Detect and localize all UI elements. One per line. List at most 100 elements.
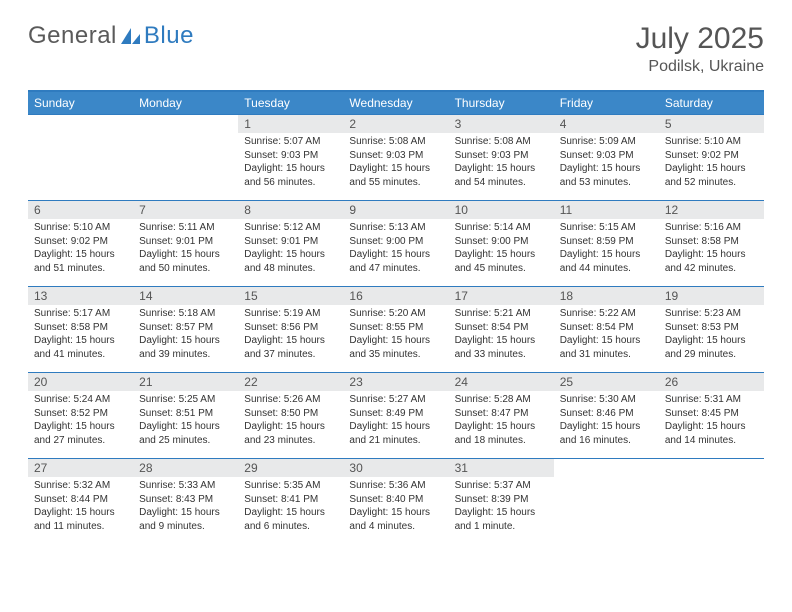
sunrise-line: Sunrise: 5:35 AM	[244, 479, 337, 493]
day-details: Sunrise: 5:10 AMSunset: 9:02 PMDaylight:…	[28, 219, 133, 279]
day-details: Sunrise: 5:08 AMSunset: 9:03 PMDaylight:…	[449, 133, 554, 193]
day-number: 13	[28, 287, 133, 305]
day-details: Sunrise: 5:17 AMSunset: 8:58 PMDaylight:…	[28, 305, 133, 365]
sunrise-line: Sunrise: 5:14 AM	[455, 221, 548, 235]
sunrise-line: Sunrise: 5:18 AM	[139, 307, 232, 321]
calendar-cell: 14Sunrise: 5:18 AMSunset: 8:57 PMDayligh…	[133, 287, 238, 373]
sunset-line: Sunset: 8:41 PM	[244, 493, 337, 507]
daylight-line: Daylight: 15 hours and 11 minutes.	[34, 506, 127, 533]
daylight-line: Daylight: 15 hours and 54 minutes.	[455, 162, 548, 189]
brand-sail-icon	[120, 26, 142, 46]
sunset-line: Sunset: 8:40 PM	[349, 493, 442, 507]
sunset-line: Sunset: 8:51 PM	[139, 407, 232, 421]
day-number: 7	[133, 201, 238, 219]
weekday-thursday: Thursday	[449, 92, 554, 115]
sunrise-line: Sunrise: 5:27 AM	[349, 393, 442, 407]
sunset-line: Sunset: 8:45 PM	[665, 407, 758, 421]
sunrise-line: Sunrise: 5:23 AM	[665, 307, 758, 321]
brand-part1: General	[28, 22, 117, 50]
day-details: Sunrise: 5:33 AMSunset: 8:43 PMDaylight:…	[133, 477, 238, 537]
weekday-friday: Friday	[554, 92, 659, 115]
sunrise-line: Sunrise: 5:20 AM	[349, 307, 442, 321]
sunset-line: Sunset: 9:01 PM	[244, 235, 337, 249]
calendar-cell	[554, 459, 659, 545]
calendar-cell: 7Sunrise: 5:11 AMSunset: 9:01 PMDaylight…	[133, 201, 238, 287]
day-number: 5	[659, 115, 764, 133]
sunrise-line: Sunrise: 5:28 AM	[455, 393, 548, 407]
daylight-line: Daylight: 15 hours and 41 minutes.	[34, 334, 127, 361]
calendar-row: 6Sunrise: 5:10 AMSunset: 9:02 PMDaylight…	[28, 201, 764, 287]
sunset-line: Sunset: 8:53 PM	[665, 321, 758, 335]
sunrise-line: Sunrise: 5:16 AM	[665, 221, 758, 235]
calendar-row: 13Sunrise: 5:17 AMSunset: 8:58 PMDayligh…	[28, 287, 764, 373]
sunrise-line: Sunrise: 5:26 AM	[244, 393, 337, 407]
daylight-line: Daylight: 15 hours and 31 minutes.	[560, 334, 653, 361]
sunset-line: Sunset: 9:02 PM	[34, 235, 127, 249]
sunset-line: Sunset: 9:03 PM	[455, 149, 548, 163]
day-number: 12	[659, 201, 764, 219]
daylight-line: Daylight: 15 hours and 52 minutes.	[665, 162, 758, 189]
daylight-line: Daylight: 15 hours and 56 minutes.	[244, 162, 337, 189]
sunrise-line: Sunrise: 5:11 AM	[139, 221, 232, 235]
day-details: Sunrise: 5:37 AMSunset: 8:39 PMDaylight:…	[449, 477, 554, 537]
sunrise-line: Sunrise: 5:33 AM	[139, 479, 232, 493]
calendar-cell	[133, 115, 238, 201]
sunset-line: Sunset: 9:00 PM	[349, 235, 442, 249]
day-number: 18	[554, 287, 659, 305]
daylight-line: Daylight: 15 hours and 35 minutes.	[349, 334, 442, 361]
day-details: Sunrise: 5:23 AMSunset: 8:53 PMDaylight:…	[659, 305, 764, 365]
calendar-cell: 28Sunrise: 5:33 AMSunset: 8:43 PMDayligh…	[133, 459, 238, 545]
day-number: 23	[343, 373, 448, 391]
day-details: Sunrise: 5:25 AMSunset: 8:51 PMDaylight:…	[133, 391, 238, 451]
daylight-line: Daylight: 15 hours and 55 minutes.	[349, 162, 442, 189]
daylight-line: Daylight: 15 hours and 14 minutes.	[665, 420, 758, 447]
sunset-line: Sunset: 8:44 PM	[34, 493, 127, 507]
calendar-cell: 20Sunrise: 5:24 AMSunset: 8:52 PMDayligh…	[28, 373, 133, 459]
sunset-line: Sunset: 8:58 PM	[665, 235, 758, 249]
calendar-cell: 6Sunrise: 5:10 AMSunset: 9:02 PMDaylight…	[28, 201, 133, 287]
day-details: Sunrise: 5:12 AMSunset: 9:01 PMDaylight:…	[238, 219, 343, 279]
daylight-line: Daylight: 15 hours and 45 minutes.	[455, 248, 548, 275]
daylight-line: Daylight: 15 hours and 53 minutes.	[560, 162, 653, 189]
daylight-line: Daylight: 15 hours and 47 minutes.	[349, 248, 442, 275]
day-number: 9	[343, 201, 448, 219]
sunrise-line: Sunrise: 5:22 AM	[560, 307, 653, 321]
day-details: Sunrise: 5:13 AMSunset: 9:00 PMDaylight:…	[343, 219, 448, 279]
location-subtitle: Podilsk, Ukraine	[636, 58, 764, 76]
calendar-row: 1Sunrise: 5:07 AMSunset: 9:03 PMDaylight…	[28, 115, 764, 201]
day-details: Sunrise: 5:09 AMSunset: 9:03 PMDaylight:…	[554, 133, 659, 193]
daylight-line: Daylight: 15 hours and 18 minutes.	[455, 420, 548, 447]
calendar-cell	[659, 459, 764, 545]
calendar-cell: 22Sunrise: 5:26 AMSunset: 8:50 PMDayligh…	[238, 373, 343, 459]
day-number: 21	[133, 373, 238, 391]
day-number: 4	[554, 115, 659, 133]
day-details: Sunrise: 5:27 AMSunset: 8:49 PMDaylight:…	[343, 391, 448, 451]
daylight-line: Daylight: 15 hours and 50 minutes.	[139, 248, 232, 275]
calendar-cell: 1Sunrise: 5:07 AMSunset: 9:03 PMDaylight…	[238, 115, 343, 201]
daylight-line: Daylight: 15 hours and 37 minutes.	[244, 334, 337, 361]
calendar-cell: 2Sunrise: 5:08 AMSunset: 9:03 PMDaylight…	[343, 115, 448, 201]
day-details: Sunrise: 5:31 AMSunset: 8:45 PMDaylight:…	[659, 391, 764, 451]
calendar-cell: 19Sunrise: 5:23 AMSunset: 8:53 PMDayligh…	[659, 287, 764, 373]
calendar-cell: 17Sunrise: 5:21 AMSunset: 8:54 PMDayligh…	[449, 287, 554, 373]
day-details: Sunrise: 5:15 AMSunset: 8:59 PMDaylight:…	[554, 219, 659, 279]
daylight-line: Daylight: 15 hours and 4 minutes.	[349, 506, 442, 533]
header: General Blue July 2025 Podilsk, Ukraine	[28, 22, 764, 76]
calendar-cell: 30Sunrise: 5:36 AMSunset: 8:40 PMDayligh…	[343, 459, 448, 545]
sunset-line: Sunset: 9:00 PM	[455, 235, 548, 249]
calendar-cell: 21Sunrise: 5:25 AMSunset: 8:51 PMDayligh…	[133, 373, 238, 459]
day-number: 1	[238, 115, 343, 133]
daylight-line: Daylight: 15 hours and 6 minutes.	[244, 506, 337, 533]
day-number: 11	[554, 201, 659, 219]
sunset-line: Sunset: 9:03 PM	[244, 149, 337, 163]
calendar-cell: 16Sunrise: 5:20 AMSunset: 8:55 PMDayligh…	[343, 287, 448, 373]
calendar-cell: 25Sunrise: 5:30 AMSunset: 8:46 PMDayligh…	[554, 373, 659, 459]
sunrise-line: Sunrise: 5:25 AM	[139, 393, 232, 407]
day-details: Sunrise: 5:28 AMSunset: 8:47 PMDaylight:…	[449, 391, 554, 451]
day-number: 29	[238, 459, 343, 477]
month-title: July 2025	[636, 22, 764, 56]
day-details: Sunrise: 5:36 AMSunset: 8:40 PMDaylight:…	[343, 477, 448, 537]
daylight-line: Daylight: 15 hours and 42 minutes.	[665, 248, 758, 275]
sunrise-line: Sunrise: 5:09 AM	[560, 135, 653, 149]
daylight-line: Daylight: 15 hours and 27 minutes.	[34, 420, 127, 447]
